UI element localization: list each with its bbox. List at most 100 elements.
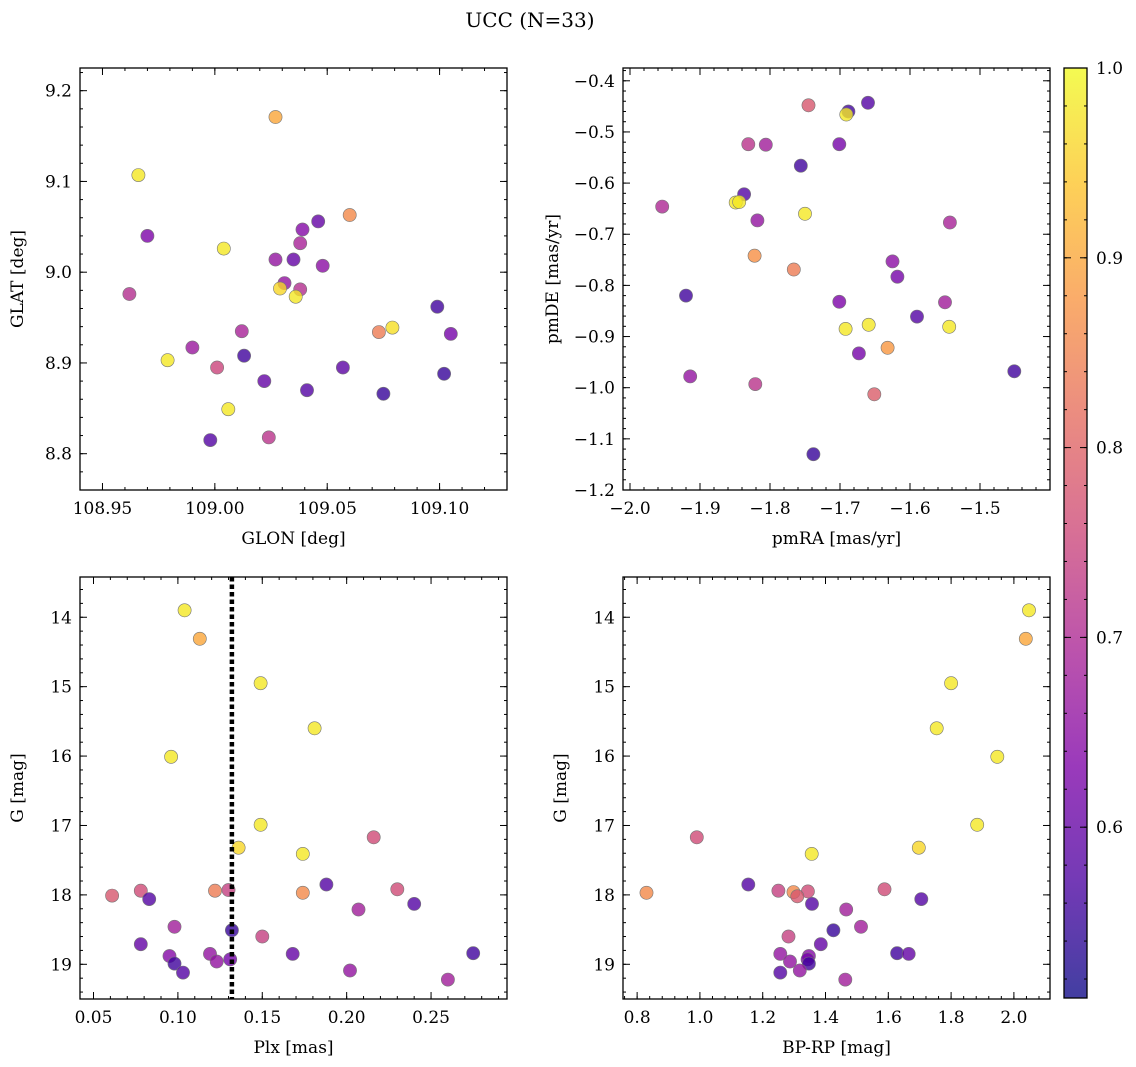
- scatter-point: [315, 258, 330, 273]
- ticks: [623, 68, 1051, 491]
- scatter-point: [944, 676, 958, 691]
- scatter-point: [741, 137, 756, 152]
- ticks: [623, 577, 1050, 999]
- colorbar-tick-label: 1.0: [1096, 59, 1123, 79]
- scatter-point: [133, 937, 148, 952]
- colorbar-tick-label: 0.7: [1096, 628, 1123, 648]
- scatter-point: [216, 241, 231, 256]
- scatter-point: [914, 892, 929, 906]
- scatter-points: [122, 110, 458, 447]
- scatter-point: [160, 353, 175, 368]
- x-tick-label: 108.95: [73, 499, 132, 519]
- y-tick-label: 17: [50, 816, 72, 836]
- scatter-points: [655, 95, 1022, 462]
- y-tick-label: −1.0: [574, 379, 615, 399]
- scatter-point: [443, 326, 458, 341]
- scatter-point: [792, 963, 807, 978]
- scatter-point: [880, 340, 895, 355]
- y-tick-label: 19: [593, 955, 615, 975]
- x-tick-label: 0.20: [328, 1008, 366, 1028]
- scatter-point: [943, 215, 957, 230]
- scatter-point: [861, 317, 876, 332]
- scatter-point: [911, 840, 926, 855]
- scatter-point: [832, 137, 847, 152]
- scatter-point: [839, 902, 854, 917]
- scatter-point: [854, 919, 868, 934]
- scatter-point: [177, 603, 192, 618]
- scatter-point: [679, 288, 693, 303]
- x-axis-label: GLON [deg]: [241, 529, 345, 549]
- scatter-point: [786, 262, 801, 277]
- scatter-point: [1018, 631, 1033, 646]
- scatter-point: [838, 972, 853, 987]
- scatter-point: [307, 721, 322, 736]
- scatter-point: [295, 885, 310, 900]
- scatter-point: [741, 877, 756, 892]
- scatter-point: [748, 377, 763, 391]
- y-tick-label: 16: [50, 747, 72, 767]
- scatter-point: [747, 248, 762, 263]
- axes-frame: [622, 576, 1051, 1000]
- panel-pmra-pmde: −2.0 −1.9 −1.8 −1.7 −1.6 −1.5 −1.2 −1.1 −1.0 −0.9…: [543, 67, 1051, 549]
- scatter-point: [167, 956, 182, 971]
- x-tick-label: 0.05: [75, 1008, 113, 1028]
- scatter-point: [288, 289, 303, 304]
- scatter-point: [185, 340, 200, 355]
- x-tick-label: −2.0: [609, 499, 650, 519]
- y-tick-label: −0.7: [574, 225, 615, 245]
- y-axis-label: G [mag]: [551, 753, 571, 822]
- panel-bprp-g: 0.8 1.0 1.2 1.4 1.6 1.8 2.0 14 15 16 17 18 19 BP-RP […: [551, 576, 1051, 1058]
- x-tick-label: −1.5: [959, 499, 1000, 519]
- scatter-point: [192, 631, 207, 646]
- y-tick-label: −0.4: [574, 72, 615, 92]
- colorbar-frame: [1063, 67, 1088, 999]
- scatter-point: [901, 947, 916, 961]
- axes-frame: [622, 67, 1051, 491]
- x-axis-label: pmRA [mas/yr]: [772, 529, 901, 549]
- x-tick-label: 109.05: [297, 499, 356, 519]
- scatter-point: [208, 883, 222, 898]
- y-tick-label: 18: [50, 886, 72, 906]
- y-tick-label: −0.5: [574, 123, 615, 143]
- y-tick-label: 19: [50, 955, 72, 975]
- x-tick-label: −1.8: [749, 499, 790, 519]
- scatter-point: [890, 269, 905, 284]
- y-axis-label: pmDE [mas/yr]: [543, 214, 563, 344]
- scatter-point: [910, 309, 924, 324]
- y-tick-label: −1.2: [574, 481, 615, 501]
- y-tick-label: 15: [50, 678, 72, 698]
- scatter-point: [390, 882, 405, 897]
- x-axis-label: Plx [mas]: [253, 1038, 333, 1058]
- scatter-point: [942, 319, 957, 334]
- scatter-point: [938, 295, 952, 310]
- scatter-point: [832, 294, 847, 309]
- scatter-point: [689, 830, 704, 845]
- scatter-point: [990, 749, 1005, 764]
- scatter-points: [105, 603, 481, 987]
- scatter-point: [273, 281, 287, 296]
- axes-frame: [79, 576, 508, 1000]
- scatter-points: [639, 603, 1036, 987]
- scatter-point: [798, 206, 812, 221]
- scatter-point: [300, 383, 314, 398]
- panel-plx-g: 0.05 0.10 0.15 0.20 0.25 14 15 16 17 18 19 Plx [mas…: [8, 576, 508, 1058]
- scatter-point: [804, 847, 819, 861]
- scatter-point: [311, 214, 326, 229]
- y-tick-label: 9.2: [45, 82, 72, 102]
- y-tick-label: −0.9: [574, 328, 615, 348]
- scatter-point: [140, 228, 155, 243]
- x-tick-label: 109.10: [410, 499, 469, 519]
- scatter-point: [407, 897, 422, 911]
- scatter-point: [167, 919, 182, 934]
- scatter-point: [732, 195, 747, 209]
- x-tick-label: 0.25: [412, 1008, 450, 1028]
- scatter-point: [773, 965, 788, 980]
- panel-glon-glat: 108.95 109.00 109.05 109.10 8.8 8.9 9.0 9.1 9.2 G…: [8, 67, 508, 549]
- y-tick-label: 9.1: [45, 172, 72, 192]
- x-tick-label: 0.8: [624, 1008, 651, 1028]
- y-tick-label: −0.8: [574, 276, 615, 296]
- x-axis-label: BP-RP [mag]: [782, 1038, 891, 1058]
- ticks: [80, 577, 507, 999]
- scatter-point: [176, 965, 190, 980]
